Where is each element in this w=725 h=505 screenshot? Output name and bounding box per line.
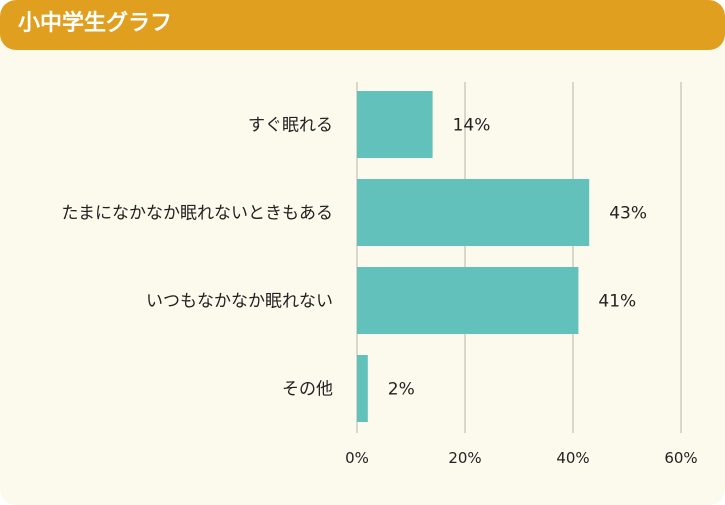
chart-header: 小中学生グラフ	[0, 0, 725, 50]
bar	[357, 179, 590, 246]
x-tick-label: 20%	[448, 449, 481, 467]
x-tick-label: 40%	[556, 449, 589, 467]
x-tick-label: 0%	[345, 449, 369, 467]
category-label: その他	[282, 380, 333, 400]
value-label: 2%	[388, 380, 415, 400]
chart-title: 小中学生グラフ	[18, 11, 173, 36]
value-label: 43%	[609, 204, 647, 224]
category-label: いつもなかなか眠れない	[146, 292, 333, 312]
category-label: たまになかなか眠れないときもある	[62, 204, 334, 224]
category-label: すぐ眠れる	[248, 116, 333, 136]
value-label: 14%	[453, 116, 491, 136]
value-label: 41%	[598, 292, 636, 312]
x-tick-label: 60%	[664, 449, 697, 467]
bar	[357, 267, 579, 334]
bar	[357, 91, 433, 158]
bar	[357, 355, 368, 422]
